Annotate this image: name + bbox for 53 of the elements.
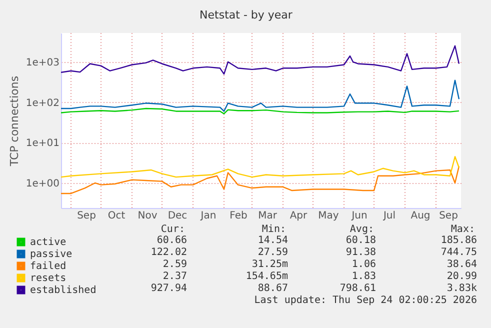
text: 31.25m	[252, 259, 288, 270]
text: 20.99	[446, 271, 477, 282]
x-tick-label: Feb	[230, 210, 248, 222]
x-tick-label: Sep	[77, 210, 96, 222]
text: 27.59	[258, 247, 288, 258]
text: 122.02	[150, 247, 187, 258]
legend-label: active	[30, 237, 66, 248]
x-tick-label: Jul	[382, 210, 396, 222]
legend-label: failed	[30, 261, 66, 272]
text: 38.64	[446, 259, 477, 270]
text: 88.67	[258, 283, 288, 294]
legend-label: passive	[30, 249, 72, 260]
text: 91.38	[346, 247, 376, 258]
line-series	[61, 45, 460, 75]
text: Max:	[450, 224, 475, 235]
text: 798.61	[340, 283, 376, 294]
text: 1.83	[352, 271, 376, 282]
line-series	[61, 156, 460, 178]
line-series	[61, 166, 460, 194]
text: 60.18	[346, 235, 376, 246]
y-tick-label: 1e+03	[26, 57, 60, 68]
x-tick-label: May	[318, 210, 339, 222]
y-tick-label: 1e+02	[26, 98, 60, 109]
text: Avg:	[350, 224, 374, 235]
text: 3.83k	[446, 283, 477, 294]
text: 1.06	[352, 259, 376, 270]
text: 744.75	[440, 247, 477, 258]
line-series	[61, 80, 460, 112]
x-tick-label: Oct	[108, 210, 126, 222]
x-tick-label: Dec	[168, 210, 188, 222]
legend-label: resets	[30, 273, 66, 284]
text: Min:	[262, 224, 286, 235]
y-tick-label: 1e+01	[26, 138, 60, 150]
x-tick-label: Mar	[258, 210, 278, 222]
text: Last update: Thu Sep 24 02:00:25 2026	[254, 295, 477, 306]
legend-label: established	[30, 285, 96, 296]
x-tick-label: Sep	[439, 210, 458, 222]
x-tick-label: Jan	[200, 210, 216, 222]
x-tick-label: Aug	[410, 210, 430, 222]
text: 2.37	[162, 271, 187, 282]
text: 2.59	[162, 259, 187, 270]
y-tick-label: 1e+00	[26, 178, 60, 190]
text: Cur:	[160, 224, 185, 235]
x-tick-label: Jun	[350, 210, 368, 222]
x-tick-label: Nov	[138, 210, 158, 222]
text: 60.66	[156, 235, 187, 246]
text: 14.54	[258, 235, 288, 246]
x-tick-label: Apr	[290, 210, 308, 222]
text: 154.65m	[246, 271, 288, 282]
chart-title: Netstat - by year	[200, 8, 293, 22]
text: 927.94	[150, 283, 187, 294]
text: 185.86	[440, 235, 477, 246]
y-axis-title: TCP connections	[8, 76, 21, 168]
